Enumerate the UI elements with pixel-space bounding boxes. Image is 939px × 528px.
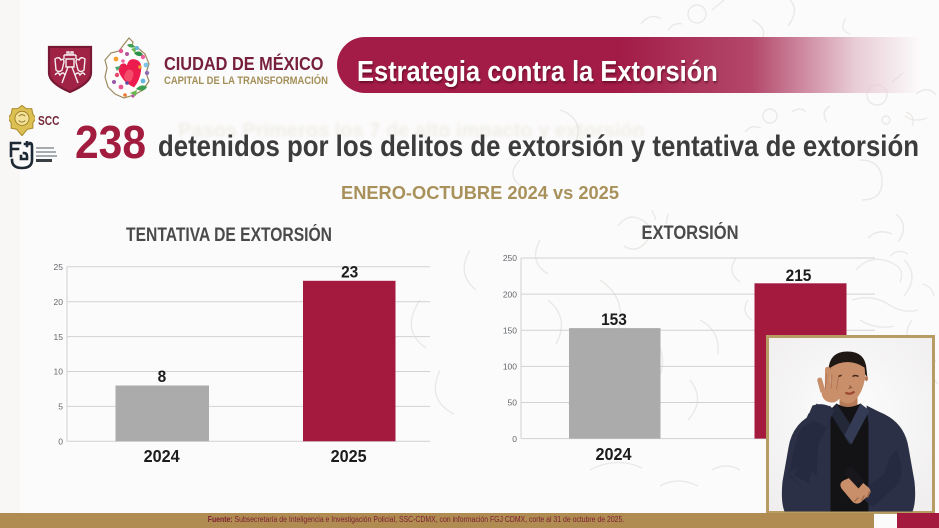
svg-text:20: 20 — [54, 297, 64, 307]
svg-text:50: 50 — [508, 398, 518, 408]
svg-text:200: 200 — [503, 289, 517, 299]
svg-text:0: 0 — [512, 434, 517, 444]
svg-text:8: 8 — [158, 367, 167, 386]
svg-text:2025: 2025 — [331, 446, 367, 466]
svg-text:10: 10 — [54, 367, 64, 377]
svg-text:15: 15 — [54, 332, 64, 342]
svg-text:215: 215 — [786, 266, 812, 285]
svg-text:153: 153 — [601, 310, 627, 329]
svg-text:23: 23 — [341, 263, 358, 282]
svg-text:150: 150 — [503, 325, 517, 335]
svg-text:100: 100 — [503, 362, 517, 372]
svg-text:250: 250 — [503, 253, 517, 263]
svg-text:25: 25 — [54, 262, 64, 272]
svg-text:2024: 2024 — [595, 444, 631, 464]
svg-text:2024: 2024 — [144, 446, 180, 466]
svg-text:5: 5 — [58, 402, 63, 412]
svg-text:0: 0 — [58, 437, 63, 447]
